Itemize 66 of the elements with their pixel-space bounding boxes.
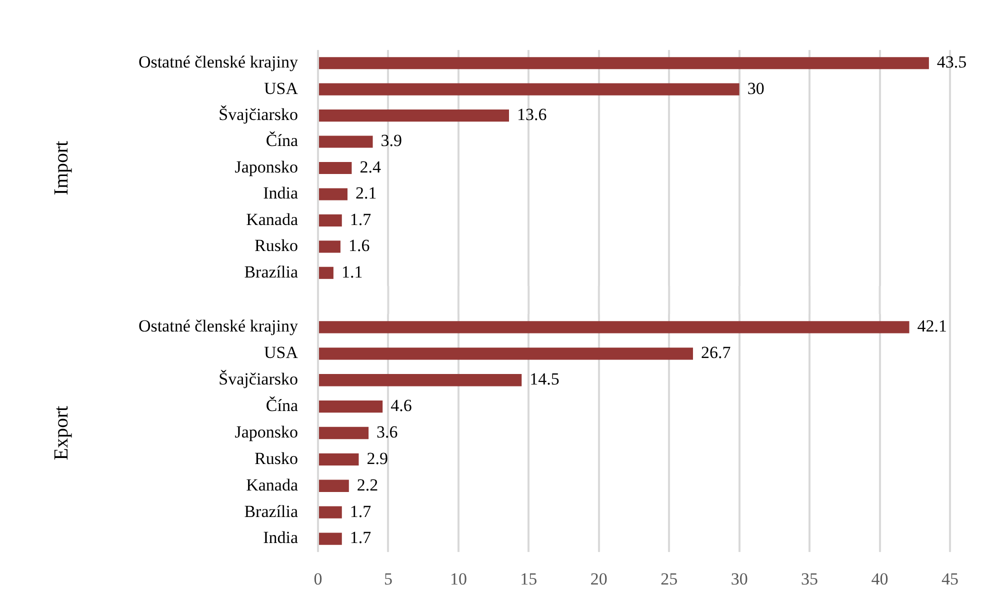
bar (319, 480, 349, 492)
bar (319, 83, 740, 96)
x-tick-label: 35 (801, 570, 818, 589)
data-label: 4.6 (390, 396, 412, 416)
x-tick-label: 20 (590, 570, 608, 589)
y-tick-label: Švajčiarsko (218, 370, 298, 389)
bar (319, 266, 334, 279)
x-tick-label: 15 (520, 570, 538, 589)
data-label: 14.5 (530, 370, 560, 389)
bar (319, 506, 342, 518)
x-tick-label: 25 (660, 570, 678, 589)
data-label: 2.9 (366, 448, 388, 468)
bar (319, 321, 910, 334)
y-tick-label: Rusko (254, 236, 298, 256)
y-tick-label: India (263, 528, 298, 548)
bar (319, 426, 369, 440)
data-label: 2.1 (355, 184, 377, 203)
data-label: 1.6 (348, 236, 370, 256)
y-tick-label: Brazília (244, 262, 298, 282)
y-tick-label: Rusko (254, 448, 298, 468)
y-tick-label: Brazília (244, 502, 298, 521)
bar (319, 136, 373, 148)
data-label: 3.6 (376, 422, 398, 442)
bar (319, 348, 693, 360)
data-label: 26.7 (700, 343, 732, 362)
data-label: 2.4 (360, 157, 382, 176)
x-tick-label: 0 (314, 570, 322, 589)
data-label: 30 (747, 78, 764, 98)
bar (319, 57, 929, 70)
x-tick-label: 10 (450, 570, 467, 589)
bar (319, 532, 342, 545)
data-label: 13.6 (517, 105, 547, 124)
bar (319, 374, 522, 386)
data-label: 42.1 (917, 316, 948, 336)
data-label: 2.2 (356, 475, 378, 494)
y-tick-label: Čína (266, 131, 298, 150)
x-tick-label: 45 (942, 570, 958, 589)
y-tick-label: Čína (266, 396, 298, 416)
y-tick-label: Japonsko (234, 157, 298, 176)
y-axis-title: Import (50, 140, 72, 196)
bar (319, 110, 510, 122)
y-tick-label: Ostatné členské krajiny (138, 52, 298, 72)
data-label: 1.7 (350, 502, 372, 521)
bar (319, 162, 352, 174)
x-tick-label: 30 (730, 570, 748, 589)
data-label: 43.5 (936, 52, 967, 72)
y-tick-label: Švajčiarsko (218, 105, 298, 124)
data-label: 1.7 (350, 210, 372, 229)
bar (319, 188, 348, 200)
y-tick-label: Japonsko (234, 422, 298, 442)
bar (319, 400, 383, 413)
y-tick-label: India (263, 184, 298, 203)
y-tick-label: USA (264, 78, 299, 98)
x-tick-label: 40 (871, 570, 888, 589)
data-label: 1.1 (341, 262, 363, 282)
y-tick-label: Kanada (246, 475, 298, 494)
bar (319, 240, 340, 253)
y-tick-label: Kanada (246, 210, 298, 229)
y-tick-label: USA (264, 343, 299, 362)
bar (319, 214, 342, 226)
y-axis-title: Export (50, 405, 72, 460)
y-tick-label: Ostatné členské krajiny (138, 316, 298, 336)
data-label: 3.9 (380, 131, 402, 150)
data-label: 1.7 (350, 528, 372, 548)
x-tick-label: 5 (384, 570, 392, 589)
bar (319, 453, 359, 466)
